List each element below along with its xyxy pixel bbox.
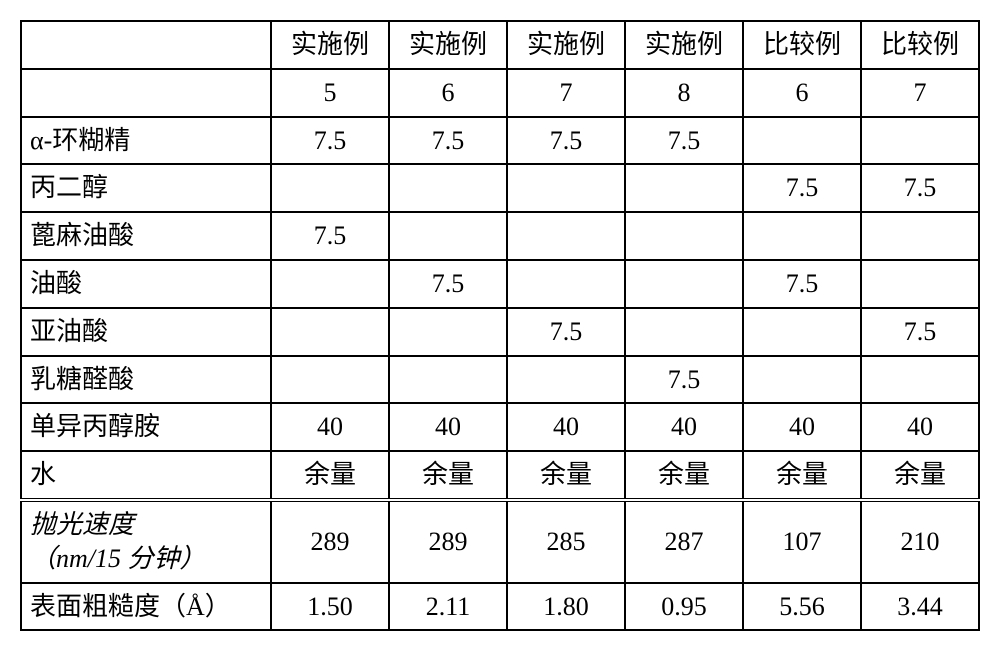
- cell: [861, 260, 979, 308]
- cell: 余量: [625, 451, 743, 500]
- col-header: 实施例: [507, 21, 625, 69]
- cell: [271, 260, 389, 308]
- cell: 5.56: [743, 583, 861, 631]
- cell: [625, 212, 743, 260]
- cell: [861, 212, 979, 260]
- data-table: 实施例 实施例 实施例 实施例 比较例 比较例 5 6 7 8 6 7 α-环糊…: [20, 20, 980, 631]
- row-label: 单异丙醇胺: [21, 403, 271, 451]
- cell: 40: [743, 403, 861, 451]
- cell: 2.11: [389, 583, 507, 631]
- cell: 210: [861, 500, 979, 583]
- col-header: 比较例: [743, 21, 861, 69]
- table-body: 实施例 实施例 实施例 实施例 比较例 比较例 5 6 7 8 6 7 α-环糊…: [21, 21, 979, 630]
- cell: 7.5: [625, 356, 743, 404]
- row-label: 乳糖醛酸: [21, 356, 271, 404]
- cell: [625, 164, 743, 212]
- table-row: 丙二醇 7.5 7.5: [21, 164, 979, 212]
- col-header: 实施例: [389, 21, 507, 69]
- row-label: 丙二醇: [21, 164, 271, 212]
- cell: 7.5: [743, 260, 861, 308]
- cell: [743, 356, 861, 404]
- cell: [271, 308, 389, 356]
- cell: 1.50: [271, 583, 389, 631]
- col-number: 6: [743, 69, 861, 117]
- col-number: 5: [271, 69, 389, 117]
- cell: [743, 308, 861, 356]
- cell: 余量: [861, 451, 979, 500]
- cell: [507, 260, 625, 308]
- table-row: 亚油酸 7.5 7.5: [21, 308, 979, 356]
- col-number: 6: [389, 69, 507, 117]
- col-header: 实施例: [271, 21, 389, 69]
- result-row: 抛光速度 （nm/15 分钟） 289 289 285 287 107 210: [21, 500, 979, 583]
- cell: [507, 212, 625, 260]
- cell: 7.5: [861, 308, 979, 356]
- cell: [389, 164, 507, 212]
- cell: 40: [625, 403, 743, 451]
- cell: 7.5: [625, 117, 743, 165]
- cell: [743, 117, 861, 165]
- header-blank: [21, 21, 271, 69]
- cell: 0.95: [625, 583, 743, 631]
- row-label: 油酸: [21, 260, 271, 308]
- cell: 107: [743, 500, 861, 583]
- cell: 40: [861, 403, 979, 451]
- cell: 余量: [271, 451, 389, 500]
- cell: 1.80: [507, 583, 625, 631]
- cell: 7.5: [271, 117, 389, 165]
- cell: [389, 212, 507, 260]
- table-row: 油酸 7.5 7.5: [21, 260, 979, 308]
- header-blank: [21, 69, 271, 117]
- cell: [271, 356, 389, 404]
- cell: [861, 356, 979, 404]
- cell: 7.5: [389, 260, 507, 308]
- cell: [625, 260, 743, 308]
- cell: 40: [271, 403, 389, 451]
- header-row-2: 5 6 7 8 6 7: [21, 69, 979, 117]
- cell: 7.5: [507, 117, 625, 165]
- row-label: 亚油酸: [21, 308, 271, 356]
- table-row: 单异丙醇胺 40 40 40 40 40 40: [21, 403, 979, 451]
- row-label: 蓖麻油酸: [21, 212, 271, 260]
- cell: [743, 212, 861, 260]
- cell: [389, 356, 507, 404]
- col-number: 7: [861, 69, 979, 117]
- table-row: 蓖麻油酸 7.5: [21, 212, 979, 260]
- cell: 余量: [389, 451, 507, 500]
- row-label: 表面粗糙度（Å）: [21, 583, 271, 631]
- table-row: 水 余量 余量 余量 余量 余量 余量: [21, 451, 979, 500]
- row-label: 抛光速度 （nm/15 分钟）: [21, 500, 271, 583]
- cell: [507, 164, 625, 212]
- row-label: 水: [21, 451, 271, 500]
- col-number: 8: [625, 69, 743, 117]
- cell: 40: [507, 403, 625, 451]
- cell: [861, 117, 979, 165]
- cell: 7.5: [507, 308, 625, 356]
- table-row: 乳糖醛酸 7.5: [21, 356, 979, 404]
- cell: 3.44: [861, 583, 979, 631]
- cell: 289: [271, 500, 389, 583]
- cell: [507, 356, 625, 404]
- cell: 285: [507, 500, 625, 583]
- cell: [271, 164, 389, 212]
- cell: 289: [389, 500, 507, 583]
- cell: 余量: [743, 451, 861, 500]
- cell: 7.5: [271, 212, 389, 260]
- cell: 287: [625, 500, 743, 583]
- result-row: 表面粗糙度（Å） 1.50 2.11 1.80 0.95 5.56 3.44: [21, 583, 979, 631]
- col-number: 7: [507, 69, 625, 117]
- cell: 7.5: [743, 164, 861, 212]
- col-header: 比较例: [861, 21, 979, 69]
- header-row-1: 实施例 实施例 实施例 实施例 比较例 比较例: [21, 21, 979, 69]
- cell: [625, 308, 743, 356]
- cell: 40: [389, 403, 507, 451]
- row-label: α-环糊精: [21, 117, 271, 165]
- cell: 余量: [507, 451, 625, 500]
- col-header: 实施例: [625, 21, 743, 69]
- table-row: α-环糊精 7.5 7.5 7.5 7.5: [21, 117, 979, 165]
- cell: 7.5: [861, 164, 979, 212]
- cell: 7.5: [389, 117, 507, 165]
- cell: [389, 308, 507, 356]
